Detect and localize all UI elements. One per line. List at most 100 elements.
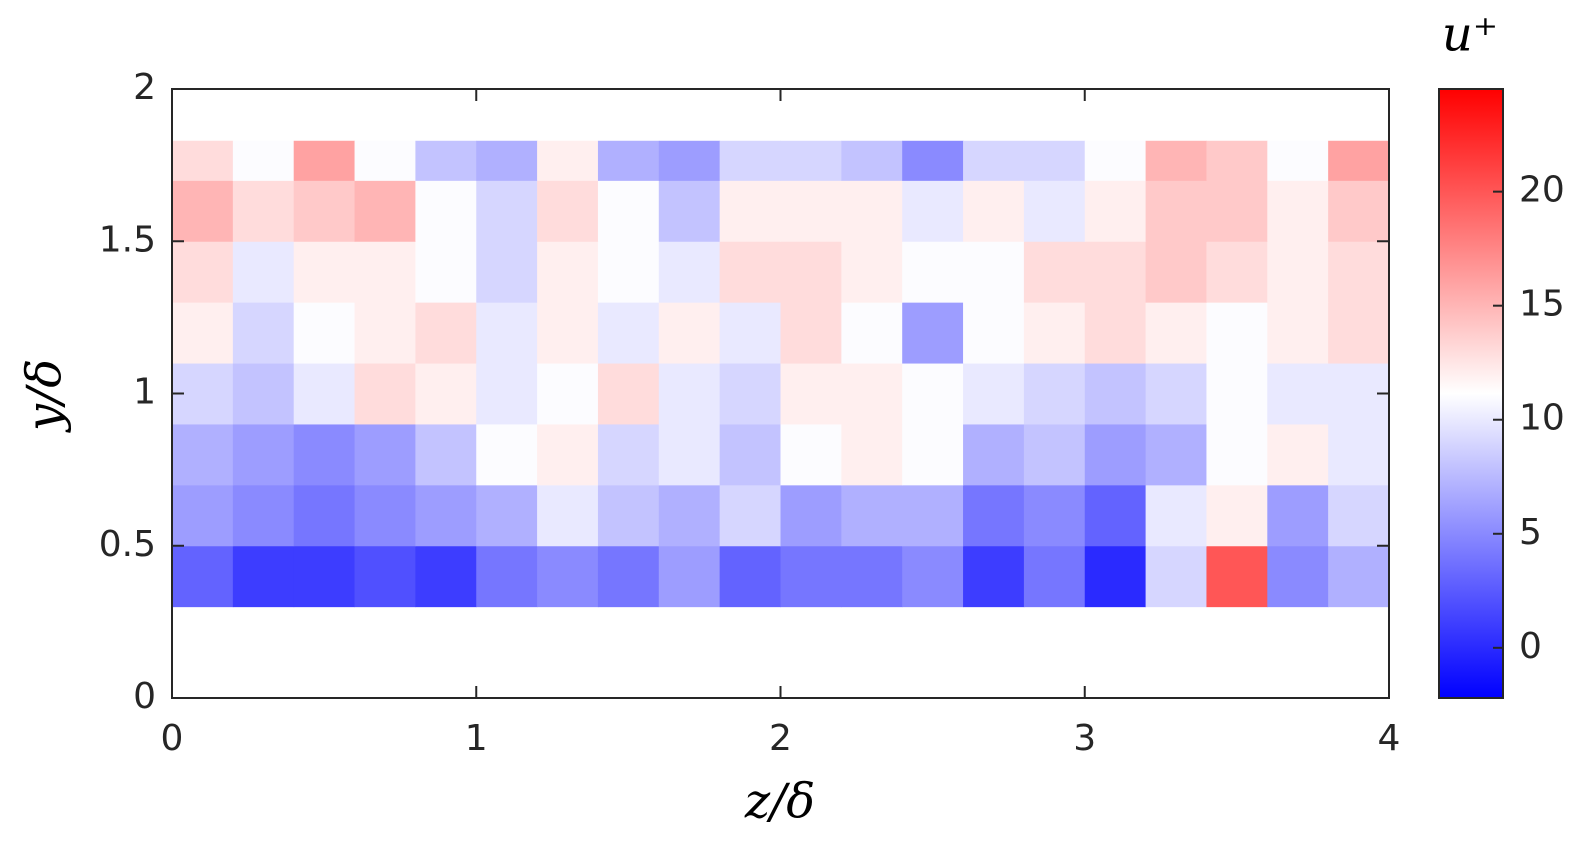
heat-cell — [476, 484, 538, 547]
heat-cell — [476, 140, 538, 181]
heat-cell — [537, 484, 599, 547]
colorbar-label: u⁺ — [1442, 7, 1498, 63]
heat-cell — [537, 302, 599, 364]
heat-cell — [902, 241, 964, 303]
heat-cell — [537, 180, 599, 242]
heat-cell — [172, 484, 234, 547]
heat-cell — [658, 484, 721, 547]
heat-cell — [415, 140, 477, 181]
x-tick-label: 1 — [465, 718, 488, 759]
heat-cell — [293, 423, 356, 486]
heat-cell — [780, 423, 842, 486]
heat-cell — [1206, 545, 1268, 608]
heat-cell — [1023, 241, 1086, 303]
heat-cell — [719, 140, 781, 181]
x-tick-label: 4 — [1378, 718, 1401, 759]
heat-cell — [1023, 363, 1086, 425]
heat-cell — [963, 241, 1025, 303]
heat-cell — [354, 423, 416, 486]
heat-cell — [1023, 545, 1086, 608]
heat-cell — [902, 180, 964, 242]
heat-cell — [232, 484, 295, 547]
heat-cell — [172, 140, 234, 181]
heat-cell — [597, 140, 660, 181]
heat-cell — [1206, 241, 1268, 303]
heat-cell — [841, 302, 903, 364]
heat-cell — [1206, 140, 1268, 181]
y-tick-label: 1.5 — [99, 219, 156, 260]
heat-cell — [537, 241, 599, 303]
heat-cell — [1023, 423, 1086, 486]
heat-cell — [476, 545, 538, 608]
heat-cell — [658, 302, 721, 364]
heat-cell — [658, 241, 721, 303]
y-tick-label: 2 — [133, 67, 156, 108]
heat-cell — [1328, 302, 1390, 364]
heat-cell — [1267, 180, 1329, 242]
heat-cell — [1023, 180, 1086, 242]
heat-cell — [537, 545, 599, 608]
heat-cell — [963, 180, 1025, 242]
heat-cell — [902, 423, 964, 486]
heat-cell — [476, 363, 538, 425]
y-tick-label: 1 — [133, 372, 156, 413]
heat-cell — [354, 484, 416, 547]
heat-cell — [719, 363, 781, 425]
heat-cell — [172, 241, 234, 303]
heat-cell — [354, 180, 416, 242]
heat-cell — [658, 423, 721, 486]
heat-cell — [354, 545, 416, 608]
colorbar-tick-label: 0 — [1519, 626, 1542, 667]
heat-cell — [1328, 423, 1390, 486]
heat-cell — [232, 302, 295, 364]
colorbar-tick-label: 5 — [1519, 512, 1542, 553]
heat-cell — [1145, 484, 1207, 547]
heat-cell — [293, 363, 356, 425]
heat-cell — [1084, 423, 1147, 486]
heat-cell — [1084, 484, 1147, 547]
colorbar — [1438, 88, 1504, 699]
heat-cell — [597, 241, 660, 303]
heat-cell — [658, 180, 721, 242]
heat-cell — [354, 363, 416, 425]
heat-cell — [597, 545, 660, 608]
heat-cell — [232, 180, 295, 242]
heat-cell — [597, 363, 660, 425]
heat-cell — [1267, 140, 1329, 181]
heat-cell — [1145, 423, 1207, 486]
heat-cell — [902, 140, 964, 181]
colorbar-tick-label: 10 — [1519, 398, 1565, 439]
heat-cell — [963, 423, 1025, 486]
heat-cell — [1267, 363, 1329, 425]
heat-cell — [780, 363, 842, 425]
heat-cell — [1145, 363, 1207, 425]
heat-cell — [293, 241, 356, 303]
heat-cell — [719, 241, 781, 303]
heat-cell — [719, 545, 781, 608]
y-axis-label: y/δ — [17, 359, 73, 433]
heat-cell — [537, 423, 599, 486]
heat-cell — [780, 545, 842, 608]
heat-cell — [719, 484, 781, 547]
heat-cell — [415, 180, 477, 242]
heat-cell — [1023, 484, 1086, 547]
heat-cell — [597, 484, 660, 547]
heat-cell — [232, 140, 295, 181]
heat-cell — [1023, 140, 1086, 181]
heat-cell — [1084, 363, 1147, 425]
heat-cell — [1267, 423, 1329, 486]
heat-cell — [476, 241, 538, 303]
heat-cell — [1084, 180, 1147, 242]
heat-cell — [780, 484, 842, 547]
heat-cell — [902, 484, 964, 547]
heat-cell — [172, 545, 234, 608]
heat-cell — [1145, 302, 1207, 364]
heat-cell — [172, 423, 234, 486]
heat-cell — [841, 484, 903, 547]
heat-cell — [963, 484, 1025, 547]
heat-cell — [658, 363, 721, 425]
heat-cell — [415, 484, 477, 547]
heat-cell — [1328, 241, 1390, 303]
heat-cell — [293, 302, 356, 364]
